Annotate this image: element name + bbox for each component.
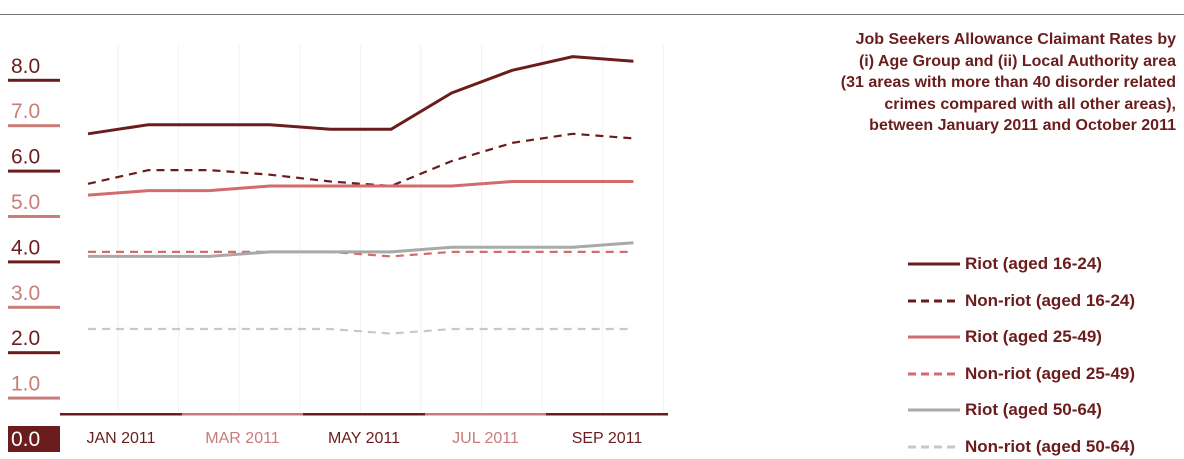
- legend-swatch: [908, 408, 960, 412]
- x-axis-band: [546, 413, 668, 416]
- x-tick-label: SEP 2011: [572, 430, 643, 447]
- y-tick-rule: [8, 215, 60, 218]
- y-tick-label: 7.0: [11, 100, 40, 123]
- chart-title-line: between January 2011 and October 2011: [869, 117, 1176, 134]
- y-tick-rule: [8, 260, 60, 264]
- series-line: [87, 132, 634, 188]
- legend-item: Non-riot (aged 25-49): [908, 362, 1184, 386]
- legend-item: Riot (aged 25-49): [908, 325, 1184, 349]
- series-line: [87, 55, 634, 136]
- legend-item: Riot (aged 16-24): [908, 252, 1184, 276]
- series-line: [87, 180, 634, 197]
- chart-title-line: crimes compared with all other areas),: [884, 95, 1176, 113]
- legend-swatch: [908, 445, 960, 448]
- y-tick-label: 2.0: [11, 327, 40, 350]
- legend-label: Riot (aged 25-49): [965, 327, 1102, 346]
- y-tick-label: 5.0: [11, 191, 40, 214]
- legend-label: Non-riot (aged 25-49): [965, 363, 1136, 383]
- legend-item: Non-riot (aged 16-24): [908, 289, 1184, 313]
- x-tick-label: MAY 2011: [328, 430, 400, 447]
- legend-item: Riot (aged 50-64): [908, 398, 1184, 422]
- y-tick-label: 4.0: [11, 236, 40, 259]
- x-tick-label: MAR 2011: [205, 430, 280, 447]
- legend-label: Non-riot (aged 50-64): [965, 436, 1136, 456]
- chart-title: Job Seekers Allowance Claimant Rates by …: [716, 29, 1176, 137]
- x-axis-band: [303, 413, 425, 416]
- series-line: [88, 327, 634, 335]
- x-tick-label: JUL 2011: [452, 430, 519, 447]
- legend-swatch: [908, 372, 960, 375]
- legend-label: Non-riot (aged 16-24): [965, 290, 1136, 310]
- x-axis-band: [182, 413, 303, 416]
- y-tick-label: 1.0: [11, 373, 40, 396]
- line-chart: 0.0 1.0 2.0 3.0 4.0 5.0 6.0 7.0 8.0 JAN 2011 MAR 2…: [8, 45, 668, 452]
- x-axis-band: [425, 413, 546, 416]
- y-tick-label: 6.0: [11, 146, 40, 169]
- chart-title-line: Job Seekers Allowance Claimant Rates by: [855, 31, 1176, 48]
- chart-title-line: (31 areas with more than 40 disorder rel…: [840, 74, 1176, 91]
- x-axis-band: [60, 413, 182, 416]
- y-tick-rule: [8, 78, 60, 82]
- chart-title-line: (i) Age Group and (ii) Local Authority a…: [858, 52, 1176, 70]
- y-tick-label: 0.0: [11, 428, 40, 451]
- y-tick-rule: [8, 124, 60, 128]
- legend-swatch: [908, 335, 960, 339]
- series-line: [88, 250, 634, 258]
- y-tick-rule: [8, 351, 60, 355]
- series-line: [88, 241, 634, 258]
- y-tick-rule: [8, 169, 60, 173]
- y-tick-rule: [8, 305, 60, 309]
- legend-swatch: [908, 262, 960, 266]
- legend-label: Riot (aged 50-64): [965, 400, 1102, 419]
- y-tick-label: 8.0: [11, 55, 40, 78]
- y-zero-block: [8, 426, 60, 452]
- y-tick-rule: [8, 396, 60, 400]
- top-rule: [0, 14, 1184, 15]
- x-tick-label: JAN 2011: [86, 430, 155, 447]
- legend-item: Non-riot (aged 50-64): [908, 435, 1184, 459]
- legend-label: Riot (aged 16-24): [965, 254, 1102, 273]
- y-tick-label: 3.0: [11, 282, 40, 305]
- legend-swatch: [908, 299, 960, 302]
